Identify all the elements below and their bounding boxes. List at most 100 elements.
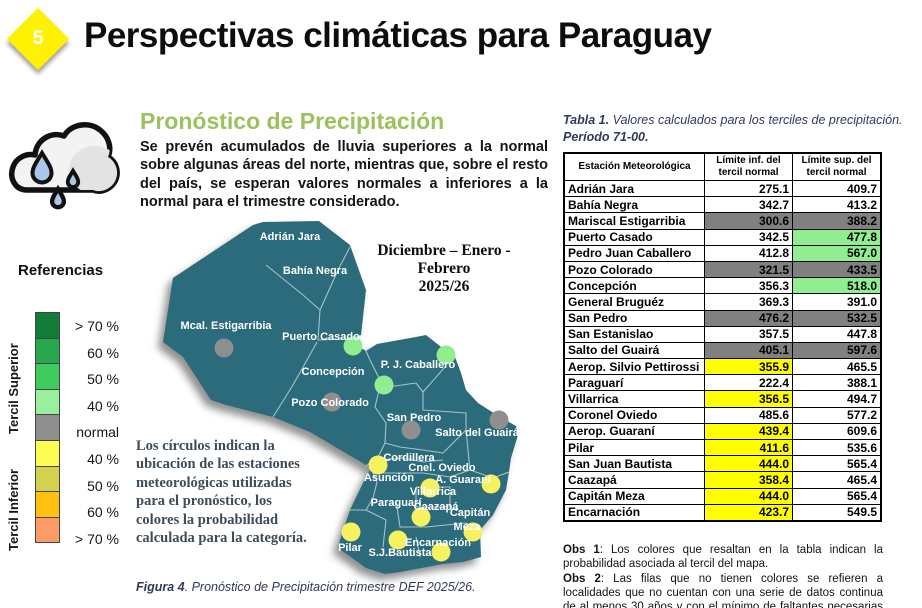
col-header-station: Estación Meteorológica: [563, 152, 705, 181]
limit-sup-value: 532.5: [792, 309, 882, 327]
legend-title: Referencias: [18, 262, 104, 279]
station-label: Villarrica: [410, 486, 457, 498]
station-dot-yellow: [388, 530, 408, 550]
legend-swatch-label: 50 %: [87, 371, 119, 388]
station-name: San Juan Bautista: [563, 455, 705, 473]
station-dot-gray: [401, 420, 421, 440]
station-name: Aerop. Guaraní: [563, 422, 705, 441]
forecast-period-line2: 2025/26: [418, 277, 470, 295]
limit-sup-value: 465.5: [792, 358, 882, 376]
limit-inf-value: 444.0: [704, 487, 793, 505]
limit-inf-value: 342.5: [704, 228, 793, 246]
table-row: Villarrica 356.5 494.7: [563, 390, 882, 408]
limit-inf-value: 423.7: [704, 503, 793, 522]
station-dot-green: [436, 345, 456, 365]
obs-1: Obs 1: Los colores que resaltan en la ta…: [563, 544, 883, 571]
legend-swatch-label: > 70 %: [75, 318, 119, 334]
limit-sup-value: 565.4: [792, 455, 882, 473]
limit-inf-value: 476.2: [704, 309, 793, 327]
raindrop-medium: [49, 184, 67, 210]
limit-inf-value: 222.4: [704, 374, 793, 392]
station-label: S.J.Bautista: [369, 547, 433, 559]
station-name: Mariscal Estigarribia: [563, 212, 705, 230]
section-number: 5: [32, 28, 44, 49]
table-row: San Estanislao 357.5 447.8: [563, 325, 882, 343]
limit-sup-value: 409.7: [792, 179, 882, 198]
limit-sup-value: 567.0: [792, 244, 882, 262]
station-name: Capitán Meza: [563, 487, 705, 505]
table-row: Aerop. Silvio Pettirossi 355.9 465.5: [563, 358, 882, 376]
table-row: Aerop. Guaraní 439.4 609.6: [563, 422, 882, 441]
limit-inf-value: 357.5: [704, 325, 793, 343]
station-dot-gray: [322, 392, 342, 412]
limit-sup-value: 413.2: [792, 196, 882, 214]
station-name: Aerop. Silvio Pettirossi: [563, 358, 705, 376]
station-label: Bahía Negra: [283, 265, 348, 277]
station-name: Caazapá: [563, 471, 705, 489]
section-number-badge: 5: [6, 7, 70, 71]
limit-sup-value: 391.0: [792, 293, 882, 311]
obs-notes: Obs 1: Los colores que resaltan en la ta…: [563, 543, 883, 608]
legend-upper-tercile-label: Tercil Superior: [6, 343, 21, 435]
station-label: Mcal. Estigarribia: [180, 320, 272, 332]
legend-swatch: [35, 465, 60, 493]
station-dot-yellow: [411, 507, 431, 527]
rain-cloud-icon: [9, 122, 120, 210]
legend-swatch: [35, 439, 60, 467]
table-row: Caazapá 358.4 465.4: [563, 471, 882, 489]
limit-inf-value: 412.8: [704, 244, 793, 262]
limit-sup-value: 447.8: [792, 325, 882, 343]
table-row: Puerto Casado 342.5 477.8: [563, 228, 882, 246]
legend-swatch-label: 40 %: [87, 450, 119, 467]
table-row: General Bruguéz 369.3 391.0: [563, 293, 882, 311]
legend-labels: > 70 % 60 % 50 % 40 % normal 40 % 50 % 60 % > 70…: [64, 313, 119, 552]
table-caption-text: Valores calculados para los terciles de …: [609, 113, 903, 127]
forecast-period-line1: Diciembre – Enero - Febrero: [377, 242, 511, 277]
table-row: Pilar 411.6 535.6: [563, 438, 882, 457]
legend-swatch-label: 60 %: [87, 504, 119, 521]
table-row: Pedro Juan Caballero 412.8 567.0: [563, 244, 882, 262]
limit-sup-value: 565.4: [792, 487, 882, 505]
table-row: Salto del Guairá 405.1 597.6: [563, 341, 882, 360]
limit-sup-value: 549.5: [792, 503, 882, 522]
figure-caption-text: . Pronóstico de Precipitación trimestre …: [184, 580, 476, 594]
table-caption-period: Período 71-00.: [563, 129, 649, 144]
legend-swatch-label: 50 %: [87, 477, 119, 494]
legend-swatch-label: 40 %: [87, 397, 119, 414]
limit-inf-value: 405.1: [704, 341, 793, 360]
obs-2: Obs 2: Las filas que no tienen colores s…: [563, 572, 883, 608]
limit-sup-value: 433.5: [792, 260, 882, 279]
forecast-period-label: Diciembre – Enero - Febrero 2025/26: [350, 242, 538, 295]
station-name: Encarnación: [563, 503, 705, 522]
station-label: Cnel. Oviedo: [408, 462, 476, 474]
limit-sup-value: 388.2: [792, 212, 882, 230]
limit-inf-value: 300.6: [704, 212, 793, 230]
table-row: Mariscal Estigarribia 300.6 388.2: [563, 212, 882, 230]
station-name: San Estanislao: [563, 325, 705, 343]
stations-table: Estación Meteorológica Límite inf. del t…: [563, 152, 882, 522]
station-label: Capitán Meza: [450, 507, 491, 533]
col-header-limit-sup: Límite sup. del tercil normal: [792, 152, 882, 181]
table-row: Bahía Negra 342.7 413.2: [563, 196, 882, 214]
station-name: General Bruguéz: [563, 293, 705, 311]
col-header-limit-inf: Límite inf. del tercil normal: [704, 152, 793, 181]
station-name: Puerto Casado: [563, 228, 705, 246]
limit-inf-value: 485.6: [704, 406, 793, 424]
station-name: Pilar: [563, 438, 705, 457]
station-name: San Pedro: [563, 309, 705, 327]
station-dots-layer: [214, 336, 509, 562]
raindrop-small: [65, 167, 81, 189]
map-note: Los círculos indican la ubicación de las…: [136, 438, 307, 547]
table-row: Coronel Oviedo 485.6 577.2: [563, 406, 882, 424]
station-dot-yellow: [341, 522, 361, 542]
station-label: Pozo Colorado: [291, 397, 369, 409]
page-title: Perspectivas climáticas para Paraguay: [84, 16, 712, 55]
station-dot-yellow: [368, 455, 388, 475]
table-row: San Pedro 476.2 532.5: [563, 309, 882, 327]
station-dot-yellow: [463, 522, 483, 542]
station-name: Villarrica: [563, 390, 705, 408]
raindrop-large: [30, 149, 54, 185]
section-title: Pronóstico de Precipitación: [140, 108, 445, 134]
table-row: Capitán Meza 444.0 565.4: [563, 487, 882, 505]
